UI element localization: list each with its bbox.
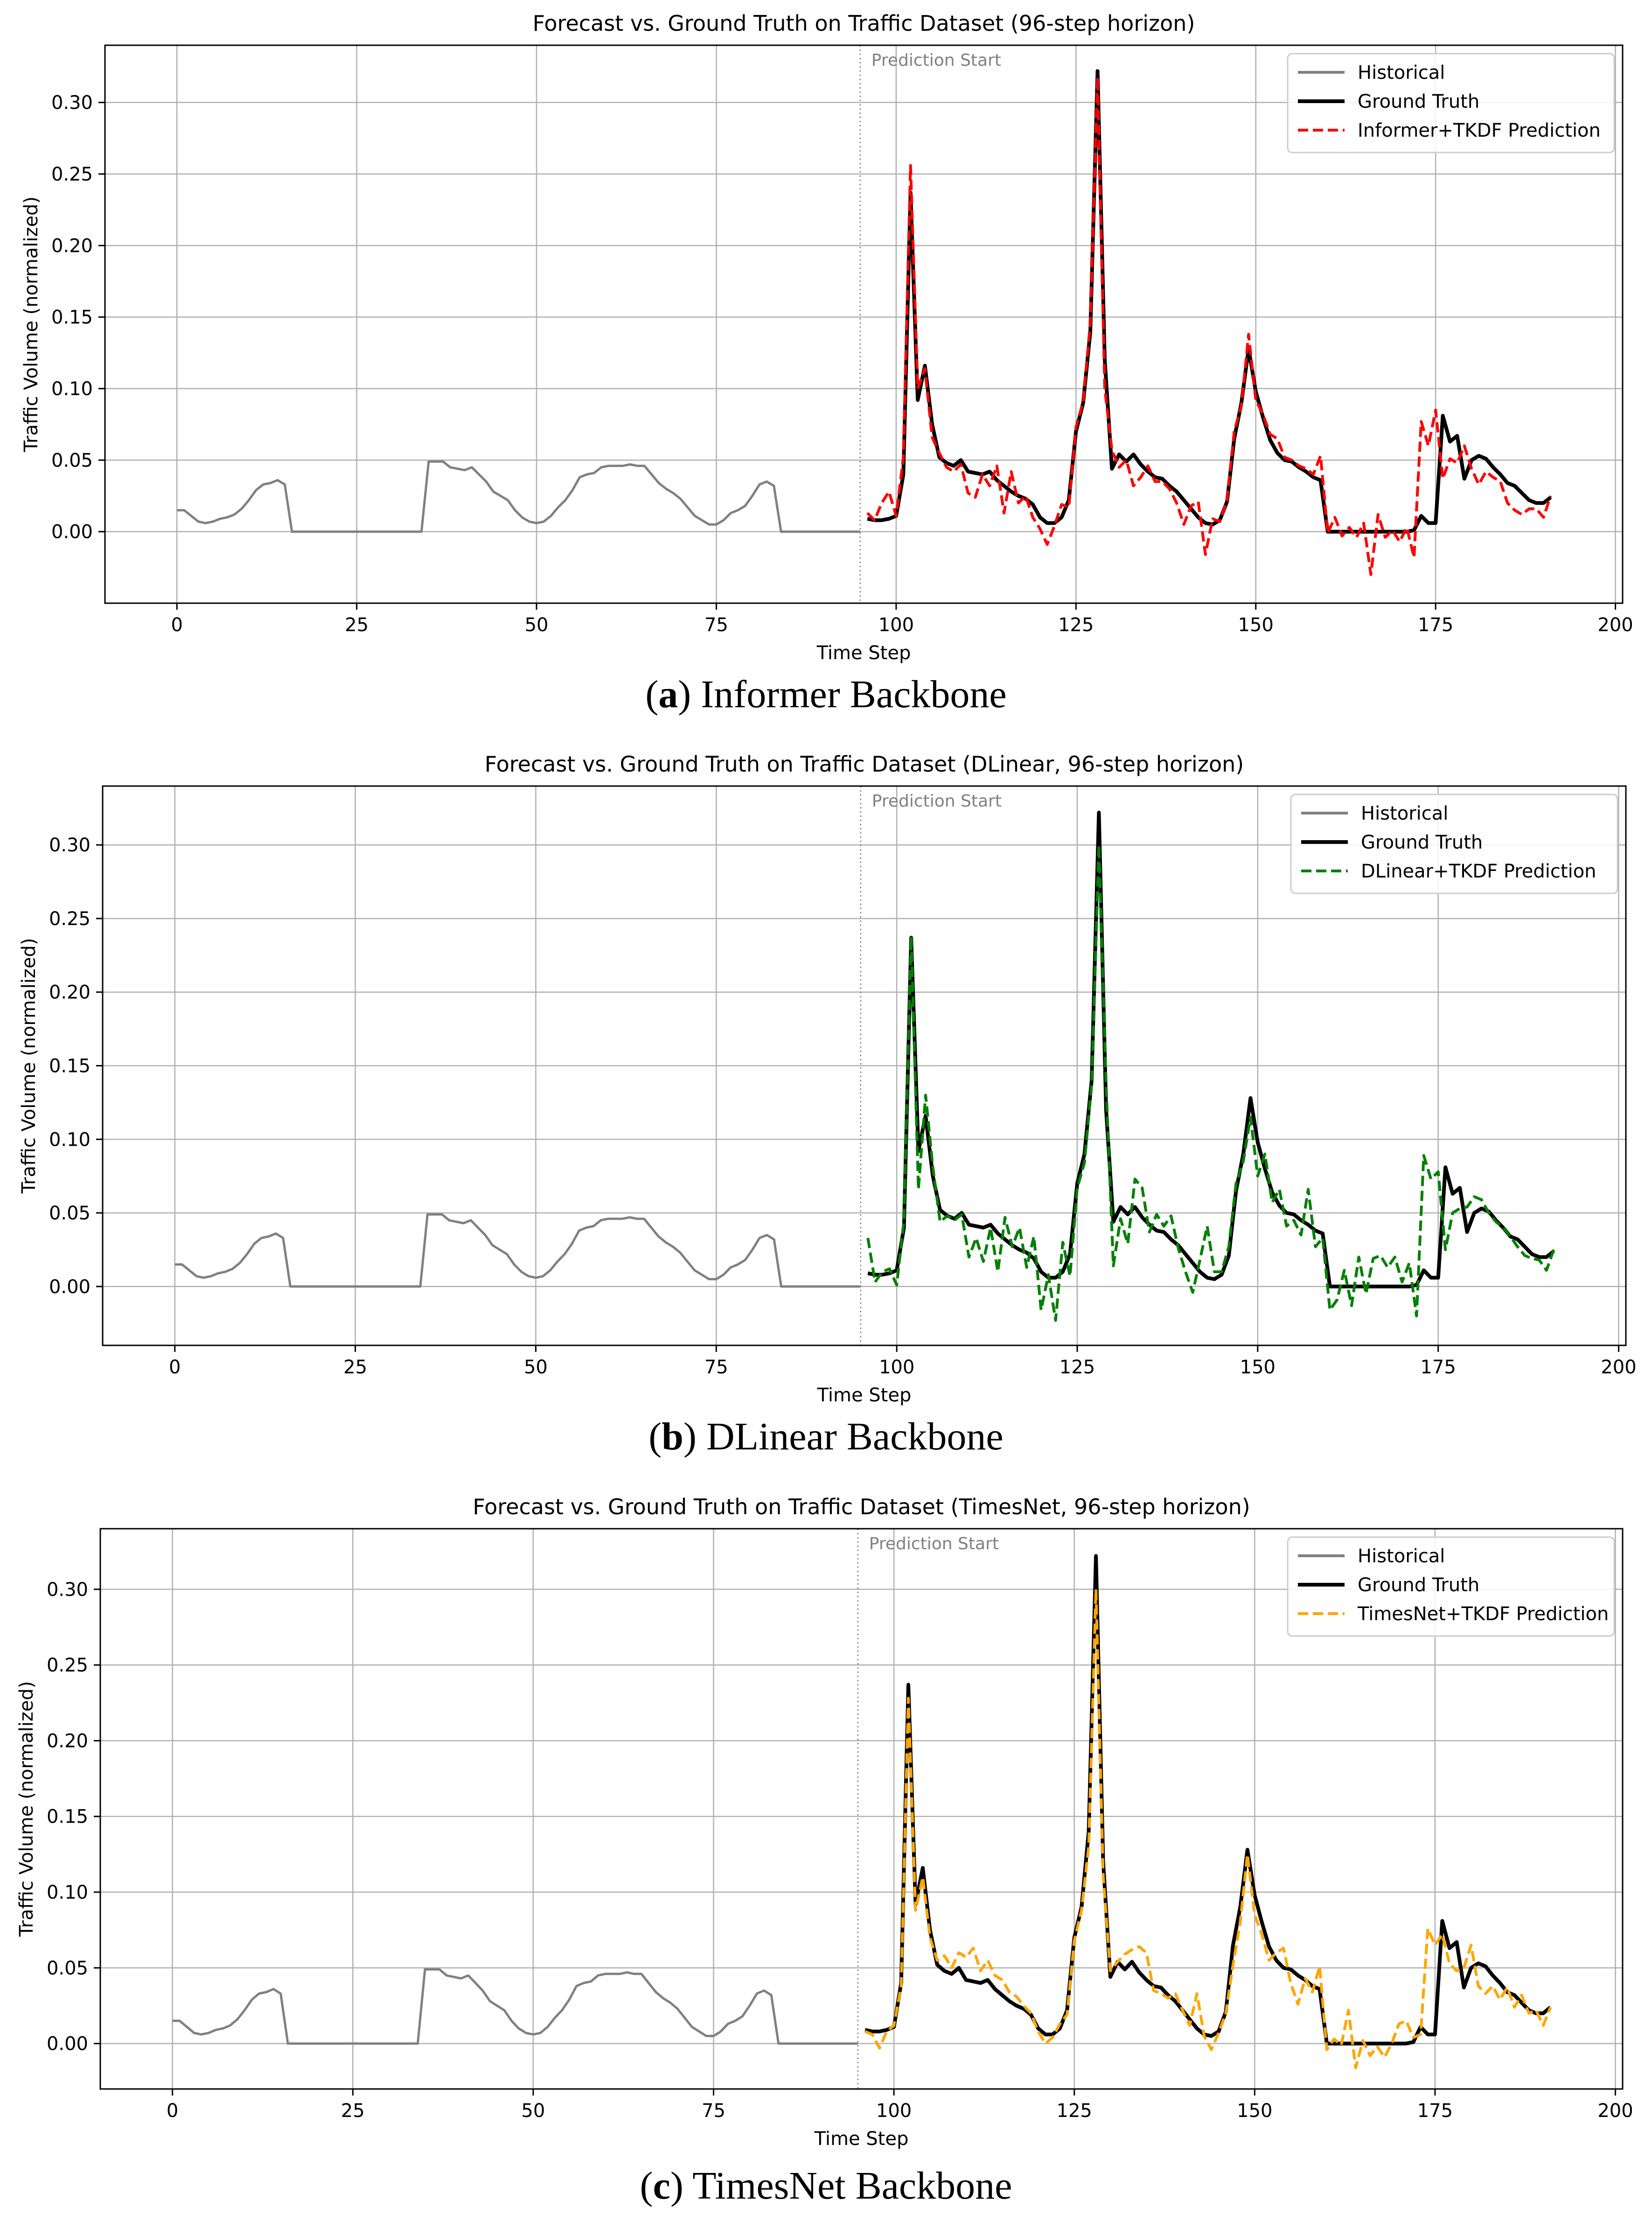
y-axis-label: Traffic Volume (normalized): [21, 196, 42, 453]
y-tick-label: 0.10: [47, 1882, 88, 1903]
series-line-dlinear-tkdf-prediction: [866, 843, 1555, 1322]
y-tick-label: 0.15: [49, 1056, 91, 1077]
chart-title: Forecast vs. Ground Truth on Traffic Dat…: [485, 752, 1244, 777]
series-line-timesnet-tkdf-prediction: [864, 1587, 1552, 2069]
axes-frame: [99, 1528, 1624, 2090]
x-tick-label: 175: [1418, 614, 1453, 636]
y-tick-label: 0.25: [47, 1655, 88, 1676]
chart-title: Forecast vs. Ground Truth on Traffic Dat…: [473, 1494, 1250, 1519]
chart-panel-b: Prediction Start 0 25 50 75 100 125 150 175 200 0.…: [18, 752, 1637, 1406]
chart-title: Forecast vs. Ground Truth on Traffic Dat…: [533, 11, 1195, 36]
legend-label: Informer+TKDF Prediction: [1358, 120, 1601, 141]
series-line-historical: [172, 1968, 858, 2045]
x-tick-label: 50: [521, 2100, 545, 2122]
series-line-historical: [174, 1213, 861, 1288]
legend-box: [1287, 1536, 1615, 1637]
panel-caption-a: (a) Informer Backbone: [645, 673, 1007, 716]
y-tick-label: 0.20: [47, 1730, 88, 1752]
x-tick-label: 200: [1601, 1357, 1636, 1378]
legend-label: Historical: [1361, 803, 1448, 824]
x-tick-label: 25: [341, 2100, 365, 2122]
legend-label: DLinear+TKDF Prediction: [1361, 861, 1596, 882]
chart-panel-a: Prediction Start 0 25 50 75 100 125 150 175 200 0.…: [21, 11, 1633, 664]
x-axis-label: Time Step: [816, 642, 911, 664]
x-tick-label: 175: [1417, 2100, 1453, 2122]
y-tick-label: 0.15: [47, 1806, 88, 1828]
y-tick-label: 0.00: [51, 522, 93, 543]
legend-label: Ground Truth: [1358, 1574, 1479, 1596]
y-tick-label: 0.25: [51, 164, 93, 185]
x-tick-label: 150: [1237, 2100, 1272, 2122]
prediction-start-label: Prediction Start: [871, 51, 1001, 70]
y-tick-label: 0.05: [47, 1957, 88, 1979]
x-axis-label: Time Step: [814, 2128, 909, 2150]
x-axis-label: Time Step: [817, 1385, 912, 1406]
x-tick-label: 150: [1238, 614, 1274, 636]
y-tick-label: 0.30: [49, 835, 91, 856]
y-tick-label: 0.05: [51, 450, 93, 471]
legend-label: Historical: [1358, 62, 1445, 84]
chart-panel-c: Prediction Start 0 25 50 75 100 125 150 175 200 0.…: [16, 1494, 1633, 2150]
x-tick-label: 200: [1597, 2100, 1633, 2122]
panel-caption-b: (b) DLinear Backbone: [648, 1415, 1004, 1458]
legend-label: Ground Truth: [1358, 91, 1479, 112]
y-tick-label: 0.00: [47, 2033, 88, 2055]
y-tick-label: 0.30: [47, 1579, 88, 1601]
y-axis-label: Traffic Volume (normalized): [16, 1681, 37, 1937]
series-line-informer-tkdf-prediction: [866, 75, 1552, 576]
x-tick-label: 200: [1597, 614, 1633, 636]
x-tick-label: 0: [167, 2100, 178, 2122]
x-tick-label: 125: [1058, 614, 1094, 636]
x-tick-label: 50: [524, 1357, 548, 1378]
y-tick-label: 0.05: [49, 1203, 91, 1224]
x-tick-label: 50: [525, 614, 549, 636]
x-tick-label: 100: [878, 614, 914, 636]
series-line-historical: [177, 460, 860, 533]
y-tick-label: 0.10: [49, 1129, 91, 1150]
y-axis-label: Traffic Volume (normalized): [18, 938, 40, 1194]
x-tick-label: 75: [704, 1357, 728, 1378]
axes-frame: [104, 44, 1624, 604]
y-tick-label: 0.25: [49, 908, 91, 930]
legend-label: Historical: [1358, 1546, 1445, 1567]
panel-caption-c: (c) TimesNet Backbone: [640, 2164, 1012, 2207]
x-tick-label: 175: [1420, 1357, 1456, 1378]
x-tick-label: 0: [171, 614, 182, 636]
y-tick-label: 0.15: [51, 307, 93, 328]
x-tick-label: 75: [702, 2100, 725, 2122]
x-tick-label: 100: [876, 2100, 912, 2122]
x-tick-label: 125: [1060, 1357, 1095, 1378]
legend-box: [1290, 794, 1618, 894]
x-tick-label: 75: [704, 614, 728, 636]
y-tick-label: 0.10: [51, 378, 93, 400]
prediction-start-label: Prediction Start: [869, 1534, 999, 1553]
x-tick-label: 100: [879, 1357, 914, 1378]
x-tick-label: 25: [345, 614, 369, 636]
legend-box: [1287, 53, 1615, 153]
prediction-start-label: Prediction Start: [872, 792, 1002, 811]
legend-label: Ground Truth: [1361, 832, 1483, 853]
series-line-ground-truth: [867, 810, 1555, 1288]
y-tick-label: 0.00: [49, 1276, 91, 1298]
x-tick-label: 0: [169, 1357, 181, 1378]
x-tick-label: 150: [1240, 1357, 1276, 1378]
x-tick-label: 125: [1057, 2100, 1092, 2122]
y-tick-label: 0.20: [49, 982, 91, 1003]
legend-label: TimesNet+TKDF Prediction: [1357, 1603, 1609, 1625]
y-tick-label: 0.20: [51, 235, 93, 257]
x-tick-label: 25: [343, 1357, 367, 1378]
series-line-ground-truth: [864, 1554, 1552, 2046]
y-tick-label: 0.30: [51, 92, 93, 114]
